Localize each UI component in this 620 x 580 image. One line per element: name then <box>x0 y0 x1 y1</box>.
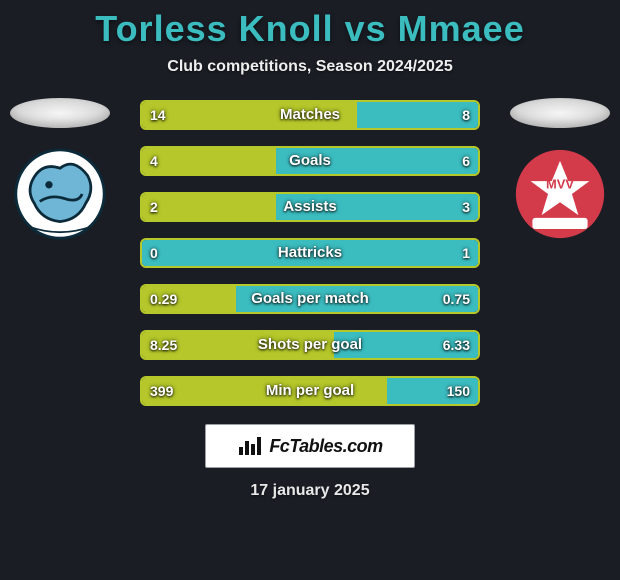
stat-track <box>140 100 480 130</box>
stat-fill-right <box>276 194 478 220</box>
club-crest-left <box>14 148 106 240</box>
stat-fill-left <box>142 332 334 358</box>
stat-row: Min per goal399150 <box>140 376 480 406</box>
stat-row: Shots per goal8.256.33 <box>140 330 480 360</box>
comparison-stage: MVV Matches148 Goals46 Assists23 Hattricks0… <box>0 94 620 406</box>
player-photo-right <box>510 98 610 128</box>
stat-row: Goals46 <box>140 146 480 176</box>
shield-icon <box>14 148 106 240</box>
stat-fill-left <box>142 194 276 220</box>
club-crest-right: MVV <box>514 148 606 240</box>
stat-fill-right <box>334 332 478 358</box>
stat-fill-left <box>142 286 236 312</box>
stat-fill-right <box>357 102 478 128</box>
brand-badge: FcTables.com <box>205 424 415 468</box>
stat-row: Hattricks01 <box>140 238 480 268</box>
page-title: Torless Knoll vs Mmaee <box>0 0 620 50</box>
stat-fill-right <box>387 378 478 404</box>
page-subtitle: Club competitions, Season 2024/2025 <box>0 58 620 76</box>
stat-track <box>140 146 480 176</box>
stat-row: Matches148 <box>140 100 480 130</box>
stat-row: Assists23 <box>140 192 480 222</box>
stat-bars: Matches148 Goals46 Assists23 Hattricks01 Goa… <box>140 94 480 406</box>
brand-text: FcTables.com <box>269 436 382 457</box>
player-photo-left <box>10 98 110 128</box>
stat-fill-right <box>236 286 478 312</box>
stat-fill-left <box>142 102 357 128</box>
star-badge-icon: MVV <box>514 148 606 240</box>
stat-track <box>140 376 480 406</box>
stat-track <box>140 330 480 360</box>
stat-track <box>140 192 480 222</box>
stat-fill-left <box>142 148 276 174</box>
stat-row: Goals per match0.290.75 <box>140 284 480 314</box>
stat-track <box>140 284 480 314</box>
stat-fill-right <box>276 148 478 174</box>
stat-fill-left <box>142 378 387 404</box>
stat-fill-right <box>142 240 478 266</box>
page-date: 17 january 2025 <box>0 482 620 500</box>
crest-right-label: MVV <box>546 176 574 191</box>
bar-chart-icon <box>237 435 263 457</box>
stat-track <box>140 238 480 268</box>
